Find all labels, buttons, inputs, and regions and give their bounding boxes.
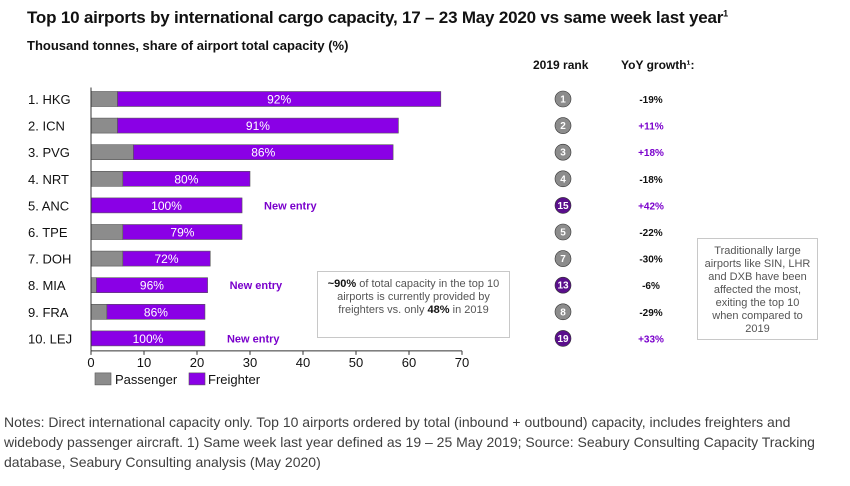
x-tick-label: 20: [190, 355, 204, 370]
bar-freighter: [117, 91, 442, 107]
freighter-share-label: 91%: [246, 119, 270, 133]
row-label: 10. LEJ: [28, 331, 72, 346]
bar-freighter: [122, 171, 251, 187]
bar-passenger: [90, 91, 118, 107]
rank-badge: [554, 250, 572, 267]
yoy-value: -30%: [639, 255, 662, 266]
row-label: 2. ICN: [28, 119, 65, 134]
rank-badge-value: 1: [560, 95, 566, 106]
bar-passenger: [90, 144, 134, 160]
bar-passenger: [90, 303, 108, 320]
freighter-share-label: 86%: [251, 146, 275, 160]
row-label: 9. FRA: [28, 305, 69, 320]
row-label: 3. PVG: [28, 145, 70, 160]
rank-badge-value: 19: [557, 334, 569, 345]
rank-badge-value: 5: [560, 228, 566, 239]
yoy-value: -18%: [639, 175, 662, 186]
freighter-share-label: 100%: [133, 332, 164, 346]
new-entry-label: New entry: [230, 280, 283, 292]
rank-badge: [554, 223, 572, 241]
rank-badge: [554, 90, 572, 108]
bar-freighter: [122, 250, 211, 267]
rank-badge-value: 4: [560, 174, 566, 185]
annotation-text-end: in 2019: [449, 304, 489, 316]
row-label: 5. ANC: [28, 198, 69, 213]
yoy-value: -22%: [639, 228, 662, 239]
x-tick-label: 50: [349, 355, 363, 370]
new-entry-label: New entry: [227, 333, 280, 345]
x-tick-label: 0: [87, 355, 94, 370]
rank-badge: [554, 303, 572, 321]
rank-badge-value: 7: [560, 254, 566, 265]
x-tick-label: 40: [296, 355, 310, 370]
freighter-share-label: 96%: [140, 279, 164, 293]
x-tick-label: 70: [455, 355, 469, 370]
new-entry-label: New entry: [264, 200, 317, 212]
x-tick-label: 10: [137, 355, 151, 370]
x-tick-label: 60: [402, 355, 416, 370]
chart-subtitle: Thousand tonnes, share of airport total …: [27, 38, 349, 53]
bar-freighter: [96, 277, 208, 294]
bar-freighter: [122, 224, 243, 240]
annotation-highlight: ~90%: [327, 278, 357, 290]
row-label: 8. MIA: [28, 278, 66, 293]
bar-passenger: [90, 117, 118, 134]
chart-title: Top 10 airports by international cargo c…: [27, 8, 728, 28]
legend-swatch-freighter: [188, 372, 206, 386]
footnotes: Notes: Direct international capacity onl…: [4, 414, 815, 470]
bar-passenger: [90, 171, 124, 187]
row-label: 1. HKG: [28, 92, 71, 107]
chart-title-text: Top 10 airports by international cargo c…: [27, 8, 724, 27]
yoy-value: +33%: [638, 334, 664, 345]
freighter-share-label: 86%: [144, 305, 168, 319]
rank-badge: [554, 117, 572, 134]
freighter-share-label: 72%: [155, 252, 179, 266]
rank-badge: [554, 276, 572, 294]
annotation-freighter-share: ~90% of total capacity in the top 10 air…: [317, 271, 510, 338]
legend-label-passenger: Passenger: [115, 372, 178, 387]
rank-column-header: 2019 rank: [533, 58, 589, 72]
bar-chart: 1. HKG 92% 1 -19% 2. ICN 91% 2 +11% 3. PVG 86% 3 +1…: [28, 87, 664, 387]
row-label: 6. TPE: [28, 225, 68, 240]
rank-badge-value: 15: [557, 201, 569, 212]
yoy-value: +42%: [638, 201, 664, 212]
rank-badge: [554, 170, 572, 188]
bar-freighter: [133, 144, 394, 160]
annotation-text: of total capacity in the top 10 airports…: [337, 278, 500, 316]
yoy-value: +18%: [638, 148, 664, 159]
yoy-column-header: YoY growth¹:: [621, 58, 695, 72]
row-label: 4. NRT: [28, 172, 69, 187]
rank-badge-value: 13: [557, 281, 569, 292]
bar-passenger: [90, 224, 124, 240]
annotation-highlight-2019: 48%: [427, 304, 450, 316]
freighter-share-label: 79%: [170, 226, 194, 240]
legend-swatch-passenger: [94, 372, 112, 386]
row-label: 7. DOH: [28, 252, 71, 267]
annotation-traditional-airports: Traditionally large airports like SIN, L…: [697, 238, 818, 340]
rank-badge-value: 3: [560, 148, 566, 159]
freighter-share-label: 92%: [267, 93, 291, 107]
yoy-value: +11%: [638, 122, 663, 133]
bar-passenger: [90, 250, 124, 267]
yoy-value: -29%: [639, 308, 662, 319]
rank-badge: [554, 197, 572, 214]
freighter-share-label: 100%: [151, 199, 182, 213]
rank-badge: [554, 143, 572, 161]
yoy-value: -6%: [642, 281, 660, 292]
bar-passenger: [90, 277, 97, 294]
rank-badge-value: 8: [560, 307, 566, 318]
legend-label-freighter: Freighter: [208, 372, 261, 387]
yoy-value: -19%: [639, 95, 662, 106]
bar-freighter: [117, 117, 399, 134]
bar-freighter: [106, 303, 206, 320]
freighter-share-label: 80%: [174, 172, 198, 186]
x-tick-label: 30: [243, 355, 257, 370]
rank-badge: [554, 330, 572, 347]
rank-badge-value: 2: [560, 121, 566, 132]
chart-title-footnote-mark: 1: [723, 8, 728, 19]
